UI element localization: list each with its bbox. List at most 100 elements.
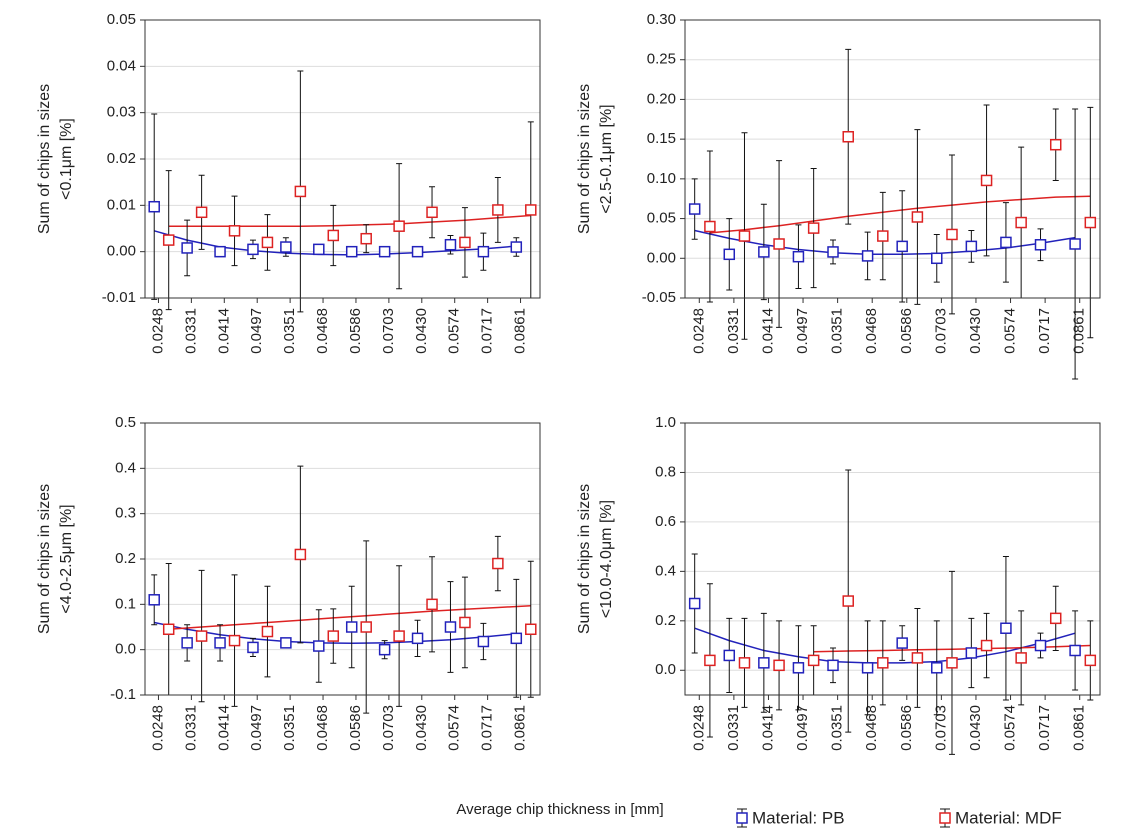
x-tick-label: 0.0248	[149, 308, 166, 354]
marker	[510, 241, 523, 253]
y-tick-label: 0.03	[107, 104, 136, 121]
y-tick-label: 0.00	[107, 243, 136, 260]
marker	[261, 625, 274, 638]
legend-swatch	[736, 812, 748, 824]
x-tick-label: 0.0331	[725, 308, 742, 354]
marker	[792, 250, 805, 263]
marker	[758, 657, 770, 669]
x-tick-label: 0.0468	[863, 308, 880, 354]
marker	[1049, 612, 1062, 625]
x-tick-label: 0.0717	[1036, 308, 1053, 354]
x-tick-label: 0.0586	[347, 308, 364, 354]
x-tick-label: 0.0430	[967, 308, 984, 354]
marker	[1069, 644, 1081, 657]
y-axis-title: Sum of chips in sizes	[576, 84, 593, 234]
marker	[911, 652, 924, 664]
x-tick-label: 0.0468	[314, 308, 331, 354]
x-tick-label: 0.0586	[898, 308, 915, 354]
marker	[510, 632, 523, 645]
marker	[946, 657, 958, 669]
y-tick-label: 0.2	[655, 612, 676, 629]
marker	[946, 228, 958, 241]
marker	[294, 548, 307, 561]
plot-frame	[144, 19, 541, 299]
y-tick-label: -0.1	[110, 686, 136, 703]
x-tick-label: 0.0703	[380, 308, 397, 354]
marker	[280, 241, 292, 253]
marker	[827, 659, 839, 672]
marker	[360, 232, 372, 245]
x-tick-label: 0.0430	[413, 308, 430, 354]
marker	[688, 203, 701, 215]
marker	[228, 225, 241, 237]
marker	[426, 206, 438, 219]
y-tick-label: 0.6	[655, 513, 676, 530]
marker	[327, 630, 340, 642]
x-tick-label: 0.0414	[759, 705, 776, 751]
y-axis-title: Sum of chips in sizes	[576, 484, 593, 634]
x-tick-label: 0.0717	[479, 308, 496, 354]
x-tick-label: 0.0586	[898, 705, 915, 751]
x-tick-label: 0.0703	[932, 705, 949, 751]
marker	[738, 657, 751, 669]
marker	[861, 662, 874, 674]
y-tick-label: 0.2	[115, 550, 136, 567]
marker	[162, 623, 175, 636]
y-axis-title: <4.0-2.5μm [%]	[58, 504, 75, 613]
marker	[965, 240, 978, 253]
y-tick-label: 0.8	[655, 463, 676, 480]
marker	[459, 616, 471, 629]
y-tick-label: 0.05	[647, 210, 676, 227]
y-tick-label: 0.20	[647, 90, 676, 107]
marker	[896, 637, 908, 649]
marker	[842, 131, 854, 143]
x-tick-label: 0.0497	[248, 705, 265, 751]
marker	[1084, 216, 1097, 229]
marker	[1000, 622, 1012, 634]
marker	[477, 635, 490, 648]
y-tick-label: 0.4	[115, 459, 136, 476]
marker	[1034, 239, 1047, 251]
marker	[345, 621, 358, 633]
x-tick-label: 0.0497	[794, 308, 811, 354]
x-tick-label: 0.0468	[863, 705, 880, 751]
y-tick-label: 0.05	[107, 11, 136, 28]
trend-line	[154, 621, 517, 645]
marker	[247, 243, 259, 256]
legend-swatch	[939, 812, 951, 824]
x-tick-label: 0.0248	[690, 308, 707, 354]
marker	[345, 245, 358, 258]
x-tick-label: 0.0574	[1002, 308, 1019, 354]
y-tick-label: 0.01	[107, 196, 136, 213]
marker	[525, 204, 537, 216]
marker	[773, 238, 785, 250]
marker	[807, 654, 820, 667]
trend-line	[168, 604, 531, 631]
marker	[393, 220, 405, 232]
marker	[181, 637, 193, 649]
marker	[313, 243, 325, 256]
x-tick-label: 0.0861	[1071, 705, 1088, 751]
plot-frame	[684, 422, 1101, 696]
x-tick-label: 0.0497	[794, 705, 811, 751]
y-tick-label: 0.02	[107, 150, 136, 167]
x-tick-label: 0.0331	[182, 308, 199, 354]
marker	[911, 211, 924, 223]
x-tick-label: 0.0497	[248, 308, 265, 354]
x-tick-label: 0.0351	[829, 705, 846, 751]
marker	[444, 621, 457, 633]
marker	[162, 234, 175, 246]
marker	[411, 245, 424, 258]
marker	[773, 659, 785, 672]
marker	[877, 230, 889, 242]
marker	[444, 238, 457, 251]
x-tick-label: 0.0703	[380, 705, 397, 751]
marker	[195, 630, 208, 642]
marker	[148, 200, 160, 213]
marker	[792, 662, 805, 674]
marker	[1015, 652, 1027, 664]
marker	[313, 640, 325, 652]
y-tick-label: 0.0	[115, 641, 136, 658]
marker	[723, 649, 736, 662]
marker	[393, 630, 405, 642]
